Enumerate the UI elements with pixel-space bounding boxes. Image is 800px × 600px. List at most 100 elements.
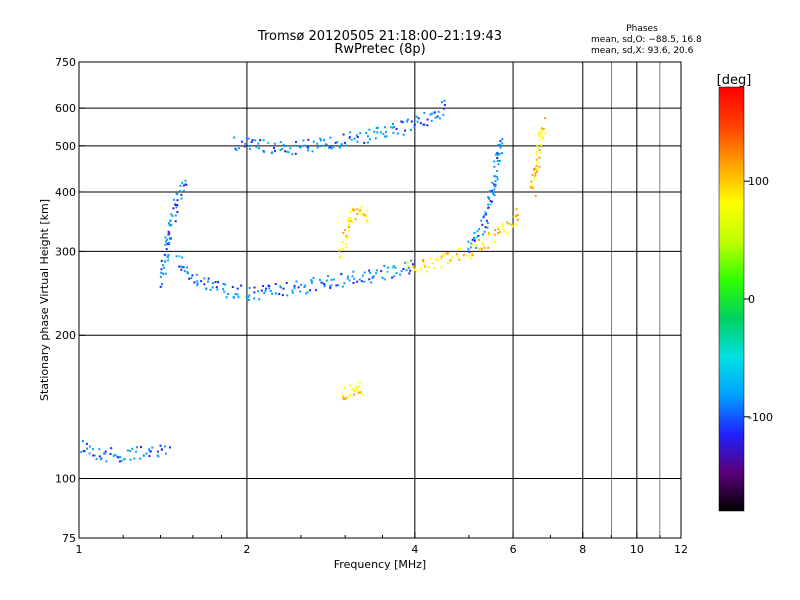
scatter-point-o	[275, 292, 277, 295]
scatter-point-o	[178, 265, 181, 268]
scatter-point-o	[311, 150, 314, 153]
scatter-point-o	[222, 283, 225, 285]
scatter-point-o	[348, 136, 351, 139]
scatter-point-o	[383, 278, 386, 281]
scatter-point-o	[316, 142, 319, 145]
scatter-point-o	[352, 282, 355, 284]
scatter-point-x	[469, 257, 472, 260]
scatter-point-o	[119, 456, 122, 459]
scatter-point-o	[342, 133, 345, 136]
scatter-point-o	[494, 180, 497, 182]
scatter-point-x	[535, 164, 538, 167]
scatter-point-o	[494, 154, 497, 157]
scatter-point-o	[433, 111, 436, 114]
scatter-point-o	[273, 142, 276, 145]
scatter-point-o	[167, 256, 170, 259]
scatter-point-o	[176, 211, 179, 214]
scatter-point-o	[105, 460, 108, 463]
scatter-point-o	[110, 447, 113, 450]
scatter-point-o	[233, 296, 235, 299]
scatter-point-x	[482, 243, 485, 246]
scatter-point-o	[312, 277, 315, 279]
scatter-point-x	[416, 270, 419, 273]
scatter-point-o	[501, 142, 504, 145]
scatter-point-o	[282, 287, 285, 290]
scatter-point-o	[170, 237, 172, 239]
scatter-point-o	[337, 284, 340, 287]
scatter-point-x	[344, 246, 347, 249]
x-tick-label: 4	[411, 543, 418, 556]
scatter-point-x	[481, 241, 484, 244]
scatter-point-o	[167, 233, 170, 236]
colorbar-label: [deg]	[717, 73, 752, 88]
scatter-point-x	[515, 208, 518, 211]
scatter-point-o	[486, 222, 489, 224]
scatter-point-o	[492, 192, 495, 195]
scatter-point-o	[133, 457, 136, 460]
scatter-point-o	[300, 283, 303, 286]
scatter-point-o	[332, 146, 335, 148]
scatter-point-o	[419, 122, 422, 125]
scatter-point-o	[99, 458, 102, 461]
scatter-point-o	[178, 255, 181, 258]
scatter-point-x	[535, 150, 538, 153]
scatter-point-x	[349, 384, 351, 387]
scatter-point-o	[482, 216, 485, 219]
scatter-point-o	[496, 170, 499, 172]
scatter-point-o	[258, 147, 260, 150]
scatter-point-o	[482, 233, 484, 236]
scatter-point-o	[164, 260, 166, 263]
scatter-point-x	[345, 234, 348, 237]
scatter-point-o	[244, 142, 247, 145]
scatter-point-o	[392, 131, 395, 134]
scatter-point-o	[203, 283, 206, 286]
scatter-point-x	[508, 222, 511, 225]
scatter-point-o	[485, 219, 488, 222]
y-tick-label: 500	[55, 140, 76, 153]
scatter-point-o	[429, 113, 432, 116]
scatter-point-o	[299, 146, 301, 149]
scatter-point-o	[89, 445, 91, 448]
scatter-point-o	[160, 448, 163, 451]
scatter-point-o	[410, 120, 413, 123]
scatter-point-x	[506, 221, 509, 224]
scatter-point-o	[499, 140, 502, 143]
scatter-point-o	[498, 160, 501, 162]
scatter-point-o	[281, 148, 284, 150]
scatter-point-x	[344, 236, 347, 239]
scatter-point-o	[258, 298, 261, 301]
scatter-point-o	[489, 200, 492, 203]
scatter-point-x	[480, 248, 483, 250]
scatter-point-o	[291, 291, 294, 294]
scatter-point-o	[493, 183, 496, 186]
scatter-point-o	[324, 143, 327, 146]
scatter-point-o	[98, 455, 101, 458]
scatter-point-o	[145, 452, 148, 455]
scatter-point-o	[245, 296, 248, 298]
scatter-point-o	[215, 286, 218, 289]
scatter-point-o	[353, 277, 356, 280]
scatter-point-x	[440, 266, 443, 268]
scatter-point-o	[264, 289, 267, 292]
scatter-point-x	[423, 263, 426, 266]
scatter-point-o	[323, 285, 326, 288]
scatter-point-o	[179, 184, 182, 187]
scatter-point-o	[262, 139, 265, 142]
scatter-point-o	[168, 232, 171, 235]
scatter-point-o	[486, 226, 489, 229]
scatter-point-o	[169, 446, 171, 449]
scatter-point-o	[164, 272, 167, 275]
scatter-point-o	[164, 452, 167, 455]
scatter-point-o	[491, 191, 494, 194]
scatter-point-x	[538, 156, 541, 159]
chart-title: Tromsø 20120505 21:18:00–21:19:43	[257, 29, 502, 44]
scatter-point-o	[247, 296, 250, 299]
scatter-point-o	[135, 450, 138, 453]
scatter-point-o	[278, 293, 281, 295]
scatter-point-o	[289, 147, 292, 150]
scatter-point-x	[544, 117, 547, 120]
scatter-point-o	[426, 118, 429, 121]
scatter-point-o	[497, 159, 500, 162]
scatter-point-x	[459, 247, 462, 250]
scatter-point-o	[295, 140, 297, 143]
